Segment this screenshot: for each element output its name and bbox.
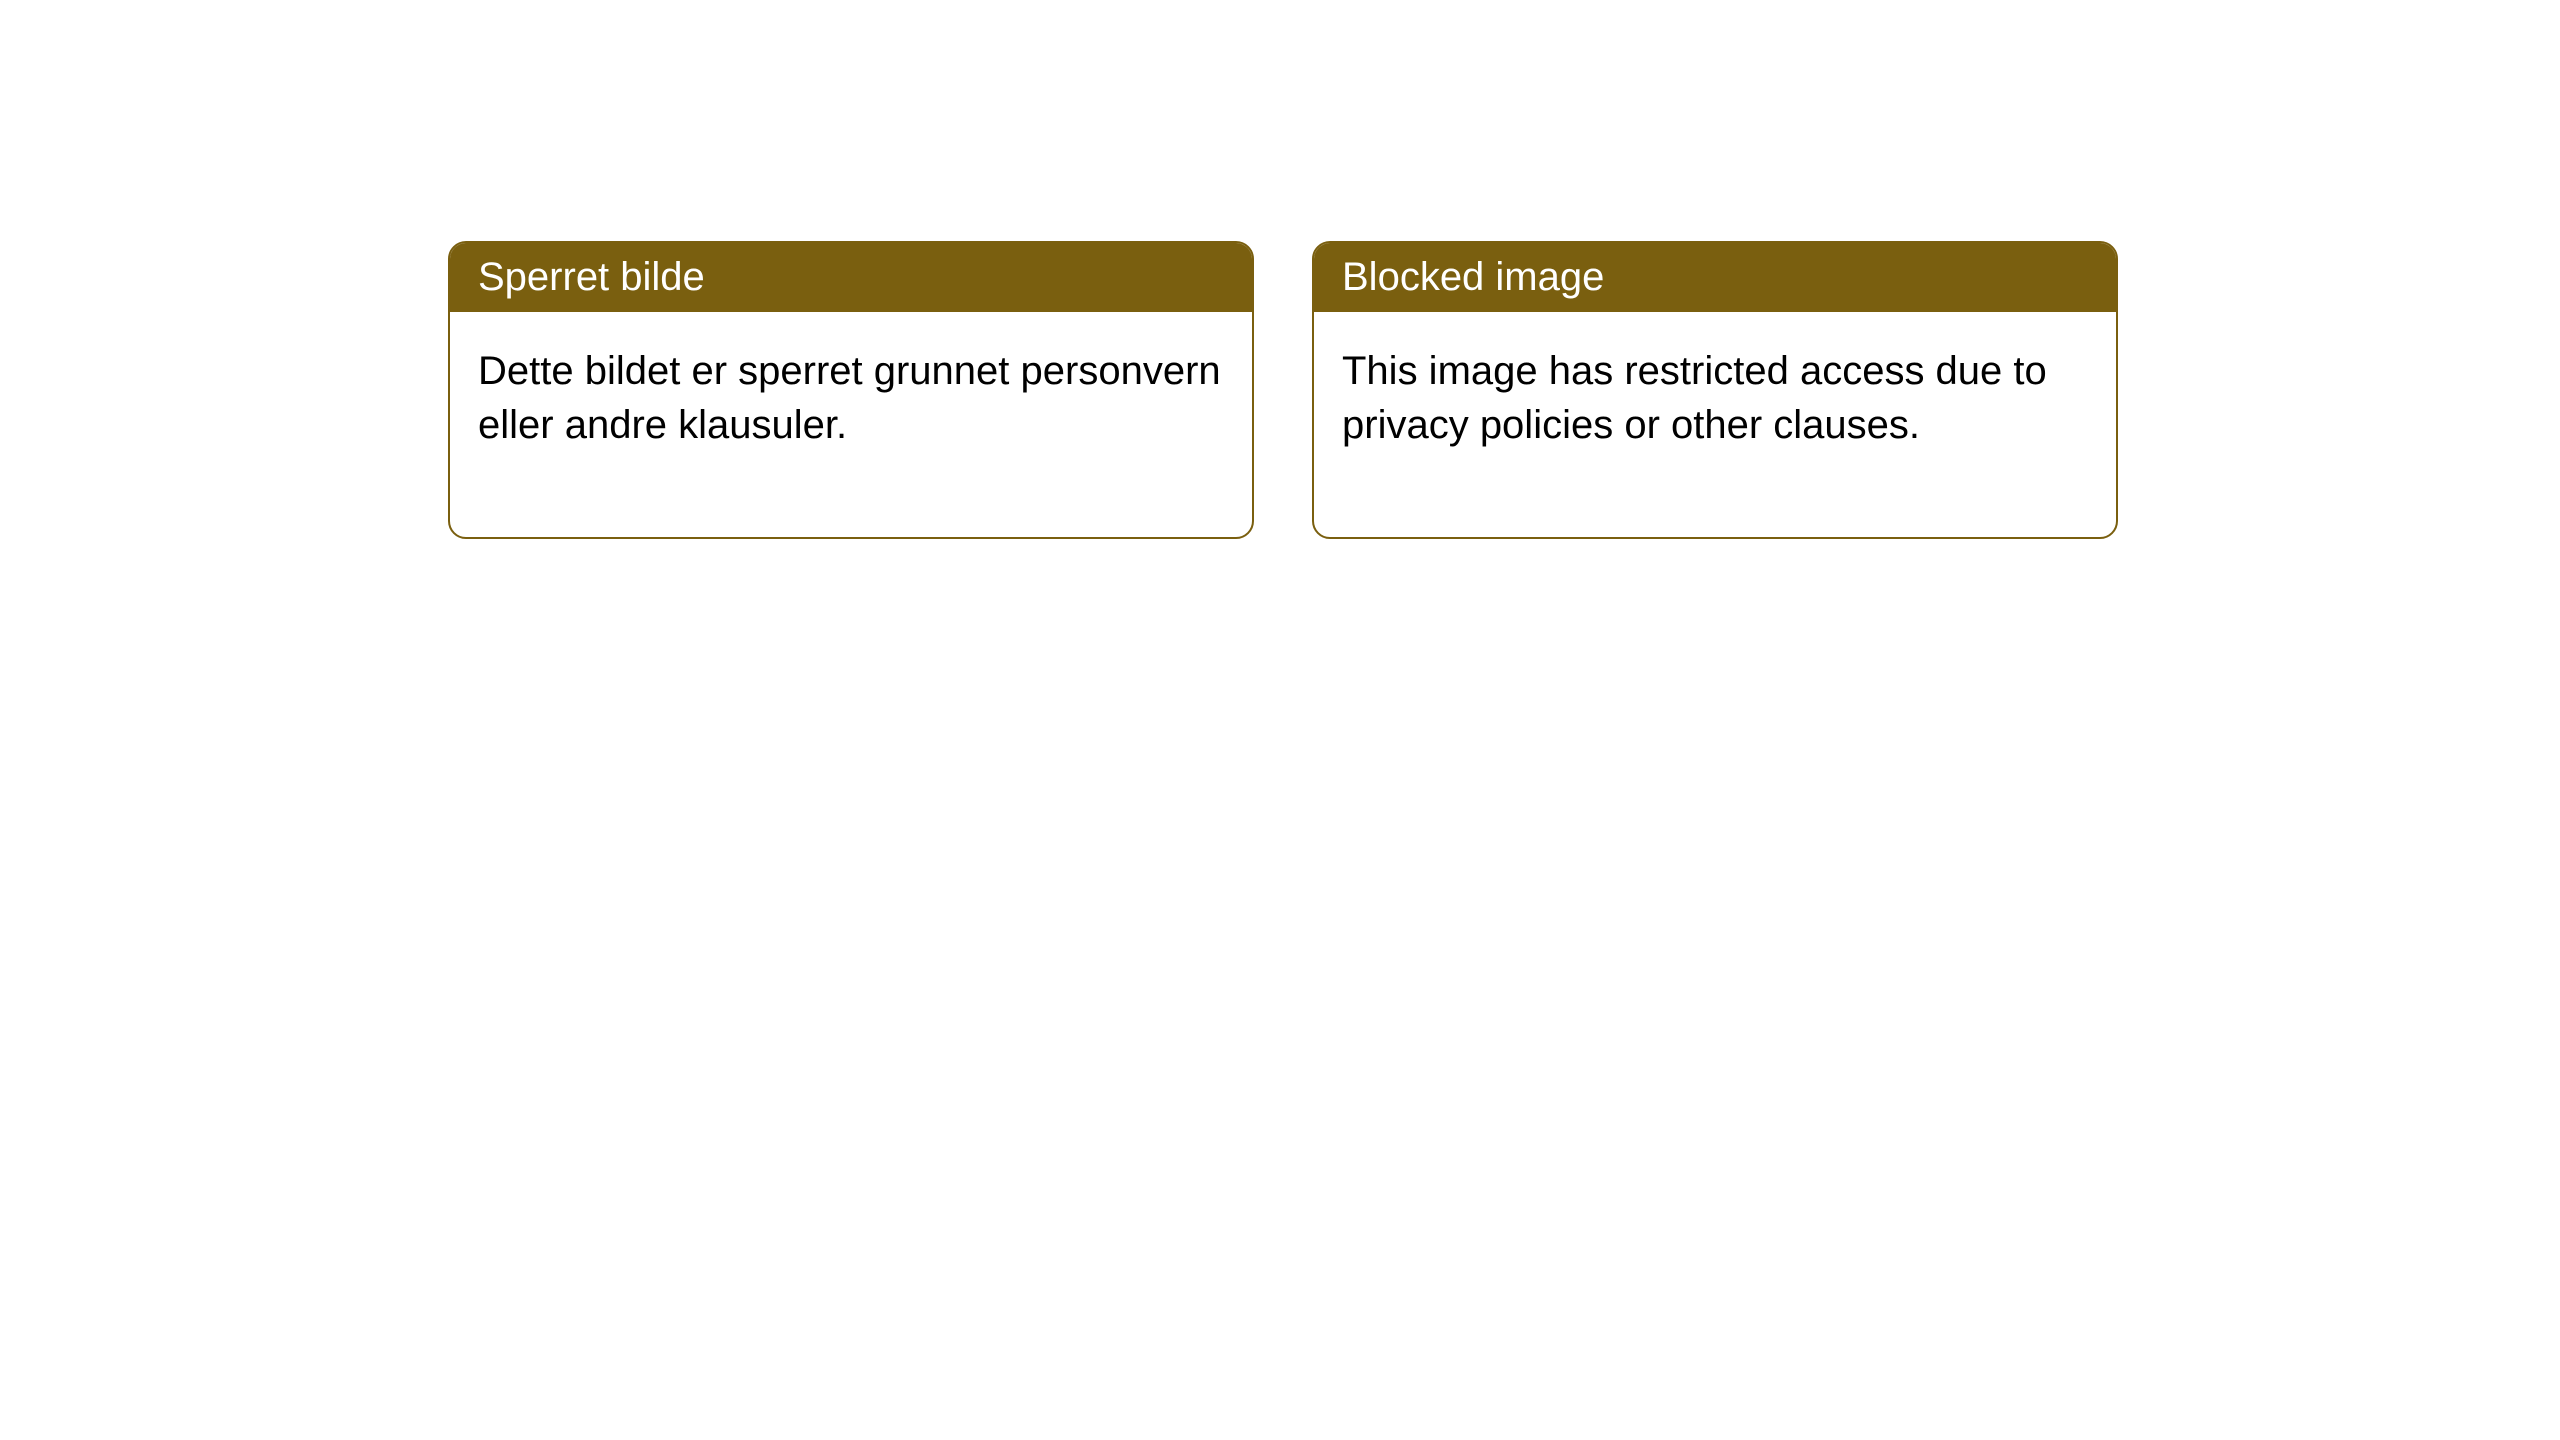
notice-container: Sperret bilde Dette bildet er sperret gr… <box>448 241 2118 539</box>
notice-card-no: Sperret bilde Dette bildet er sperret gr… <box>448 241 1254 539</box>
notice-title: Sperret bilde <box>478 255 705 299</box>
notice-body-text: Dette bildet er sperret grunnet personve… <box>478 349 1221 447</box>
notice-body-text: This image has restricted access due to … <box>1342 349 2047 447</box>
notice-card-header: Blocked image <box>1314 243 2116 312</box>
notice-title: Blocked image <box>1342 255 1604 299</box>
notice-card-header: Sperret bilde <box>450 243 1252 312</box>
notice-card-body: This image has restricted access due to … <box>1314 312 2116 537</box>
notice-card-en: Blocked image This image has restricted … <box>1312 241 2118 539</box>
notice-card-body: Dette bildet er sperret grunnet personve… <box>450 312 1252 537</box>
